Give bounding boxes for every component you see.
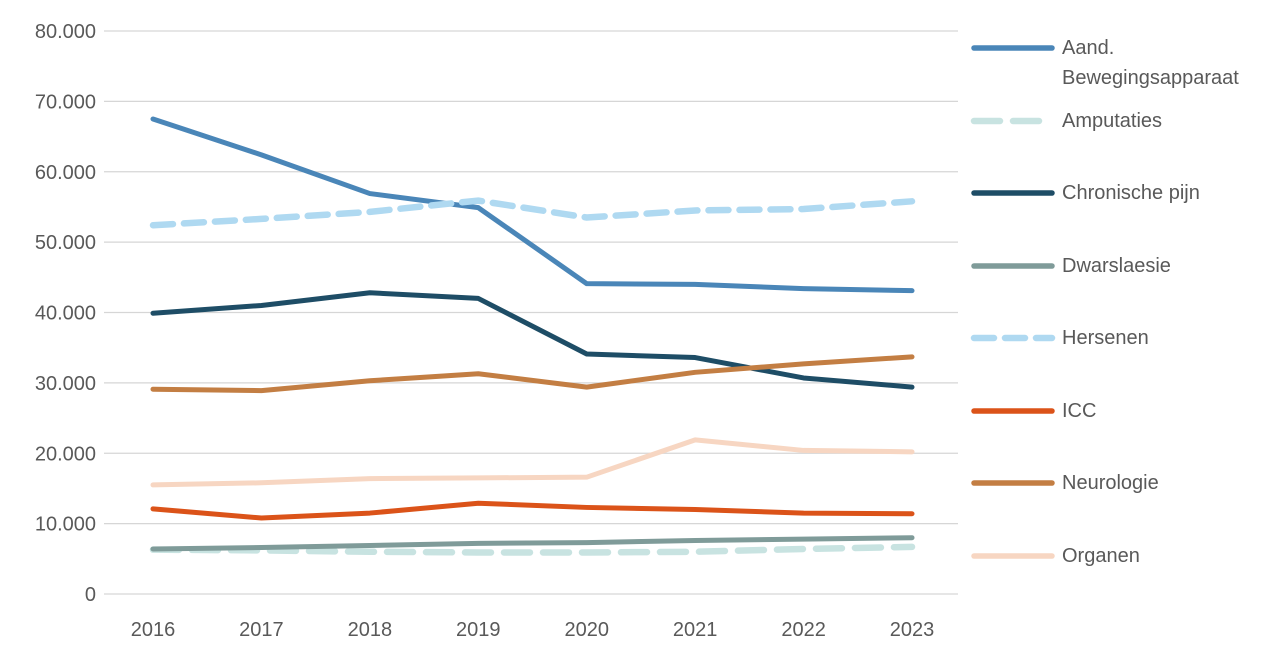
series-line-neurologie [150, 354, 915, 394]
y-axis-tick-label: 10.000 [35, 514, 96, 536]
series-line-organen [150, 437, 915, 488]
y-axis-tick-label: 80.000 [35, 21, 96, 43]
series-line-dwarslaesie [150, 535, 915, 552]
y-axis-tick-label: 60.000 [35, 162, 96, 184]
series-line-chronische-pijn [150, 290, 915, 390]
y-axis-tick-label: 50.000 [35, 232, 96, 254]
y-axis-tick-label: 30.000 [35, 373, 96, 395]
x-axis-tick-label: 2016 [131, 619, 176, 641]
x-axis-tick-label: 2022 [781, 619, 826, 641]
series-line-amputaties [149, 543, 916, 556]
y-axis-tick-label: 0 [85, 584, 96, 606]
y-axis-tick-label: 70.000 [35, 91, 96, 113]
series-line-aand-bewegingsapparaat [150, 116, 915, 294]
x-axis-tick-label: 2019 [456, 619, 501, 641]
x-axis-tick-label: 2021 [673, 619, 718, 641]
x-axis-tick-label: 2023 [890, 619, 935, 641]
x-axis-tick-label: 2018 [348, 619, 393, 641]
x-axis-tick-label: 2020 [564, 619, 609, 641]
x-axis-tick-label: 2017 [239, 619, 284, 641]
y-axis-tick-label: 40.000 [35, 303, 96, 325]
series-line-hersenen [149, 197, 916, 229]
y-axis-tick-label: 20.000 [35, 443, 96, 465]
series-line-icc [150, 500, 915, 521]
